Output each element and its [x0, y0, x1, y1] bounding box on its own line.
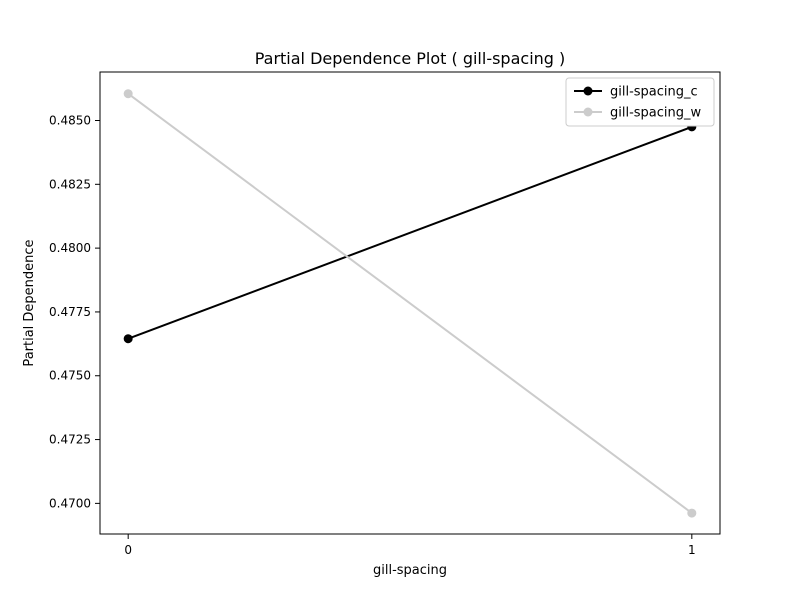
plot-frame — [99, 71, 721, 535]
y-tick-label: 0.4725 — [49, 433, 91, 447]
legend-label-gill-spacing-w: gill-spacing_w — [610, 106, 702, 121]
y-tick-label: 0.4775 — [49, 305, 91, 319]
y-tick-label: 0.4700 — [49, 496, 91, 510]
series-line-gill-spacing-w — [127, 92, 693, 514]
x-tick-label: 1 — [688, 543, 696, 557]
y-tick-label: 0.4750 — [49, 369, 91, 383]
y-tick-label: 0.4850 — [49, 113, 91, 127]
legend-marker-gill-spacing-w — [583, 107, 593, 117]
x-tick-label: 0 — [124, 543, 132, 557]
y-tick-label: 0.4800 — [49, 241, 91, 255]
legend-label-gill-spacing-c: gill-spacing_c — [610, 85, 698, 100]
data-point-gill-spacing-w — [687, 508, 697, 518]
chart-title: Partial Dependence Plot ( gill-spacing ) — [255, 49, 566, 68]
y-axis-label: Partial Dependence — [22, 239, 37, 366]
plot-area: 0 1 0.4700 0.4725 0.4750 0.4775 0.4800 0.4825 0.… — [49, 71, 721, 557]
data-point-gill-spacing-w — [123, 89, 133, 99]
x-axis-label: gill-spacing — [373, 563, 447, 578]
legend: gill-spacing_c gill-spacing_w — [565, 77, 715, 127]
series-line-gill-spacing-c — [127, 125, 693, 340]
y-tick-label: 0.4825 — [49, 177, 91, 191]
legend-box — [565, 77, 715, 127]
data-point-gill-spacing-c — [123, 334, 133, 344]
legend-marker-gill-spacing-c — [583, 86, 593, 96]
